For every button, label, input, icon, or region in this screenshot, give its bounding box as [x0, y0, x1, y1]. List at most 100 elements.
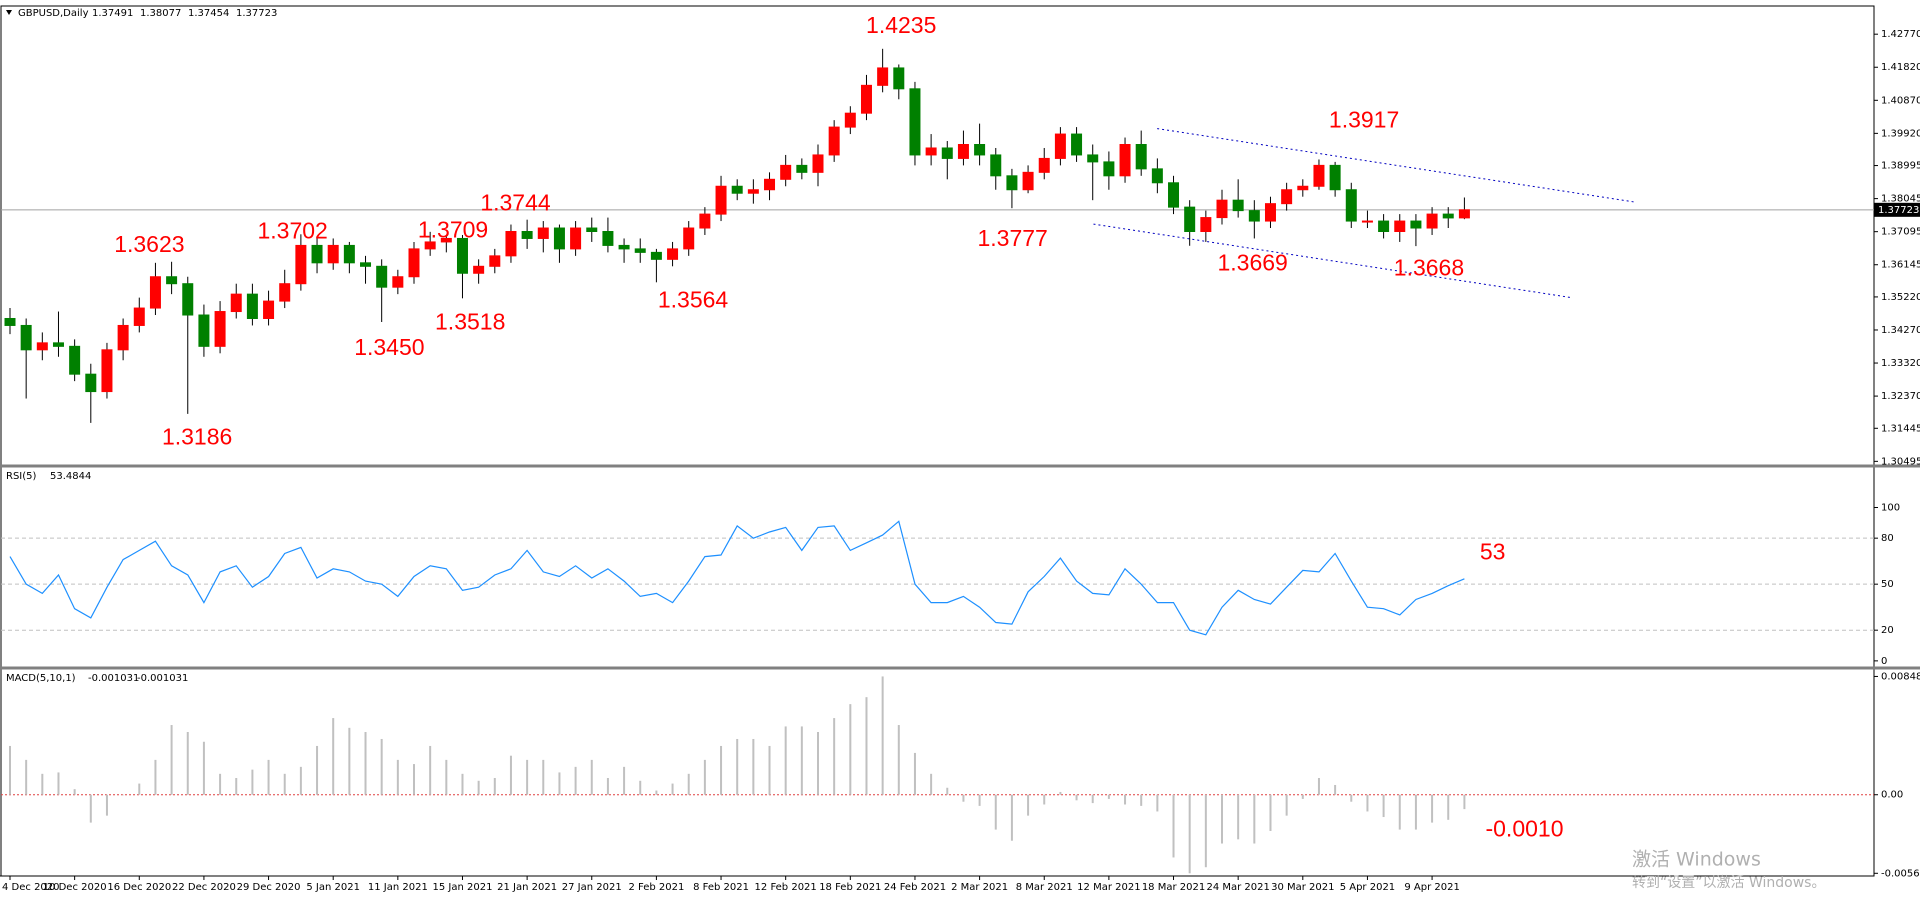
candle-body [974, 144, 986, 156]
candle-body [909, 88, 921, 156]
candle-body [1232, 199, 1244, 212]
macd-bar [590, 759, 593, 795]
price-annotation: 1.3744 [480, 190, 551, 216]
ohlc-header: 1.37723 [236, 8, 277, 19]
candle-body [1458, 209, 1470, 219]
macd-bar [1156, 794, 1159, 812]
macd-bar [865, 697, 868, 795]
indicator-value: -0.001031 [137, 673, 188, 684]
macd-bar [1204, 794, 1207, 868]
macd-bar [186, 732, 189, 795]
macd-bar [994, 794, 997, 830]
candle-body [246, 293, 258, 319]
indicator-title: RSI(5) [6, 471, 37, 482]
x-tick-label: 15 Jan 2021 [433, 882, 493, 893]
candle-body [36, 342, 48, 351]
x-tick-label: 4 Dec 2020 [2, 882, 60, 893]
macd-bar [1447, 794, 1450, 820]
price-annotation: 1.3777 [977, 225, 1047, 251]
macd-bar [299, 766, 302, 795]
macd-bar [348, 727, 351, 795]
candle-body [1103, 161, 1115, 177]
candle-body [198, 314, 210, 347]
macd-bar [913, 752, 916, 795]
macd-bar [170, 725, 173, 795]
candle-body [796, 164, 808, 173]
macd-bar [720, 745, 723, 795]
candle-body [214, 311, 226, 347]
candle-body [521, 230, 533, 239]
candle-body [424, 241, 436, 250]
indicator-value: 53.4844 [50, 471, 91, 482]
macd-bar [1140, 794, 1143, 806]
macd-bar [493, 778, 496, 795]
candle-body [1264, 203, 1276, 222]
y-tick-label: 1.34270 [1881, 325, 1920, 336]
macd-bar [477, 780, 480, 795]
candle-body [780, 164, 792, 180]
candle-body [1200, 217, 1212, 232]
macd-bar [671, 783, 674, 795]
macd-bar [639, 780, 642, 795]
macd-bar [57, 772, 60, 795]
candle-body [327, 244, 339, 264]
macd-bar [445, 759, 448, 795]
macd-bar [978, 794, 981, 806]
macd-bar [897, 725, 900, 795]
macd-bar [833, 718, 836, 795]
x-tick-label: 5 Apr 2021 [1340, 882, 1395, 893]
y-tick-label: -0.005636 [1881, 868, 1920, 879]
macd-bar [1221, 794, 1223, 844]
candle-body [747, 189, 759, 194]
price-annotation: 1.4235 [866, 12, 936, 38]
candle-body [1184, 206, 1196, 232]
candle-body [650, 251, 662, 260]
price-annotation: 1.3702 [257, 218, 327, 244]
candle-body [52, 342, 64, 347]
candle-body [1119, 144, 1131, 177]
macd-bar [251, 769, 254, 795]
candle-body [990, 154, 1002, 177]
y-tick-label: 20 [1881, 625, 1894, 636]
macd-bar [1317, 778, 1320, 795]
macd-bar [1124, 794, 1127, 805]
candle-body [85, 373, 97, 393]
macd-bar [606, 778, 609, 795]
macd-bar [687, 773, 690, 795]
macd-bar [1043, 794, 1046, 805]
indicator-value: -0.001031 [88, 673, 139, 684]
macd-bar [1188, 794, 1191, 874]
candle-body [1378, 220, 1390, 232]
price-annotation: 1.3668 [1394, 254, 1464, 280]
candle-body [408, 248, 420, 278]
macd-bar [623, 766, 626, 795]
macd-bar [235, 778, 238, 795]
candle-body [440, 237, 452, 243]
candle-body [699, 213, 711, 229]
candle-body [715, 185, 727, 215]
y-tick-label: 1.31445 [1881, 423, 1920, 434]
candle-body [602, 230, 614, 246]
macd-bar [526, 759, 529, 795]
y-tick-label: 1.37095 [1881, 227, 1920, 238]
macd-bar [1253, 794, 1256, 844]
macd-bar [105, 794, 108, 816]
macd-bar [1382, 794, 1385, 818]
candle-body [456, 237, 468, 274]
y-tick-label: 1.42770 [1881, 29, 1920, 40]
price-annotation: 1.3186 [162, 423, 232, 449]
candle-body [634, 248, 646, 253]
y-tick-label: 0.00 [1881, 790, 1903, 801]
price-annotation: 1.3564 [658, 286, 729, 312]
price-annotation: 1.3450 [354, 334, 424, 360]
y-tick-label: 50 [1881, 579, 1894, 590]
y-tick-label: 1.32370 [1881, 391, 1920, 402]
macd-bar [219, 773, 222, 795]
x-tick-label: 2 Mar 2021 [951, 882, 1008, 893]
candle-body [295, 244, 307, 285]
x-tick-label: 10 Dec 2020 [43, 882, 107, 893]
candle-body [133, 307, 145, 326]
y-tick-label: 80 [1881, 533, 1894, 544]
macd-bar [1172, 794, 1175, 858]
candle-body [1151, 168, 1163, 184]
